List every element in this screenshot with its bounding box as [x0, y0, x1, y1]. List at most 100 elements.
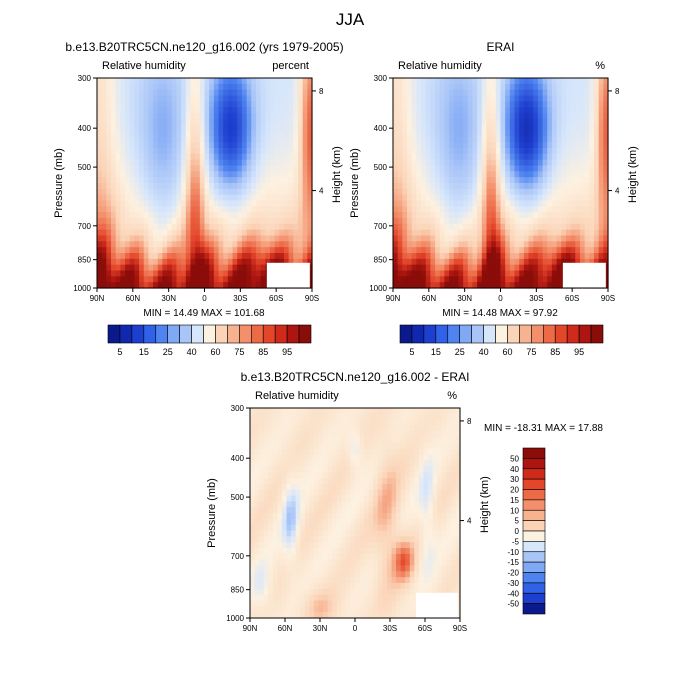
field-cell — [603, 95, 609, 102]
field-cell — [213, 258, 220, 266]
field-cell — [143, 171, 150, 178]
field-cell — [307, 235, 313, 242]
field-cell — [293, 258, 299, 266]
field-cell — [97, 258, 103, 266]
field-cell — [537, 83, 544, 91]
field-cell — [181, 183, 187, 190]
field-cell — [373, 478, 379, 485]
field-cell — [345, 489, 352, 497]
field-cell — [449, 229, 455, 237]
field-cell — [250, 478, 256, 485]
field-cell — [185, 264, 192, 272]
field-cell — [593, 188, 600, 196]
field-cell — [393, 148, 399, 155]
field-cell — [268, 565, 274, 572]
field-cell — [481, 188, 488, 196]
field-cell — [341, 466, 347, 473]
field-cell — [551, 183, 558, 190]
field-cell — [309, 408, 315, 415]
field-cell — [263, 530, 269, 537]
field-cell — [450, 448, 457, 456]
field-cell — [463, 253, 469, 260]
field-cell — [323, 454, 329, 462]
field-cell — [386, 571, 393, 578]
field-cell — [157, 223, 164, 231]
field-cell — [336, 559, 342, 567]
field-cell — [472, 235, 478, 242]
field-cell — [254, 518, 260, 526]
field-cell — [332, 571, 338, 578]
field-cell — [463, 276, 469, 283]
field-cell — [260, 276, 266, 283]
field-cell — [421, 276, 427, 283]
field-cell — [505, 194, 511, 202]
field-cell — [416, 165, 422, 172]
field-cell — [176, 218, 182, 225]
field-cell — [227, 159, 234, 167]
field-cell — [190, 136, 196, 143]
field-cell — [307, 183, 313, 190]
field-cell — [97, 270, 103, 277]
field-cell — [405, 483, 411, 491]
field-cell — [323, 559, 329, 567]
field-cell — [416, 253, 422, 260]
field-cell — [254, 431, 260, 438]
field-cell — [283, 247, 290, 254]
field-cell — [435, 241, 441, 248]
field-cell — [593, 101, 600, 108]
field-cell — [237, 235, 243, 242]
field-cell — [279, 78, 285, 85]
field-cell — [455, 553, 461, 561]
field-cell — [505, 124, 511, 132]
field-cell — [463, 212, 469, 219]
field-cell — [336, 419, 342, 427]
field-cell — [260, 258, 266, 266]
field-cell — [336, 565, 342, 572]
field-cell — [190, 194, 196, 202]
field-cell — [336, 600, 342, 607]
field-cell — [409, 577, 415, 584]
field-cell — [589, 235, 595, 242]
field-cell — [579, 136, 586, 143]
field-cell — [486, 200, 492, 207]
field-cell — [307, 188, 313, 196]
field-cell — [269, 95, 276, 102]
field-cell — [491, 83, 497, 91]
field-cell — [272, 513, 278, 520]
field-cell — [495, 247, 502, 254]
field-cell — [279, 148, 285, 155]
field-cell — [279, 159, 285, 167]
field-cell — [268, 413, 274, 421]
field-cell — [418, 583, 425, 590]
field-cell — [491, 118, 497, 126]
field-cell — [101, 171, 107, 178]
field-cell — [313, 513, 320, 520]
field-cell — [269, 113, 276, 120]
field-cell — [446, 513, 452, 520]
field-cell — [268, 600, 274, 607]
field-cell — [603, 276, 609, 283]
field-cell — [396, 501, 402, 508]
field-cell — [444, 107, 450, 114]
field-cell — [129, 177, 135, 184]
field-cell — [281, 466, 288, 473]
field-cell — [336, 588, 342, 596]
field-cell — [418, 425, 425, 432]
field-cell — [259, 489, 265, 497]
field-cell — [250, 425, 256, 432]
field-cell — [364, 437, 370, 444]
field-cell — [486, 218, 492, 225]
field-cell — [579, 247, 586, 254]
field-cell — [472, 253, 478, 260]
field-cell — [397, 200, 403, 207]
field-cell — [416, 136, 422, 143]
field-cell — [134, 241, 140, 248]
field-cell — [199, 270, 206, 277]
field-cell — [255, 200, 262, 207]
field-cell — [528, 159, 534, 167]
field-cell — [486, 188, 492, 196]
field-cell — [125, 200, 131, 207]
x-tick-label: 60S — [269, 294, 283, 303]
field-cell — [382, 413, 388, 421]
field-cell — [129, 241, 135, 248]
